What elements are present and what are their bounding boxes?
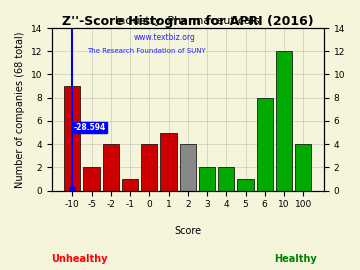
Text: The Research Foundation of SUNY: The Research Foundation of SUNY bbox=[87, 48, 206, 53]
Title: Z''-Score Histogram for APRI (2016): Z''-Score Histogram for APRI (2016) bbox=[62, 15, 314, 28]
Text: -28.594: -28.594 bbox=[74, 123, 106, 132]
Text: Unhealthy: Unhealthy bbox=[51, 254, 107, 264]
Bar bbox=[199, 167, 215, 191]
Bar bbox=[141, 144, 157, 191]
Bar bbox=[295, 144, 311, 191]
Y-axis label: Number of companies (68 total): Number of companies (68 total) bbox=[15, 31, 25, 188]
Bar bbox=[84, 167, 100, 191]
Bar bbox=[180, 144, 196, 191]
X-axis label: Score: Score bbox=[174, 226, 201, 236]
Bar bbox=[276, 51, 292, 191]
Text: Healthy: Healthy bbox=[274, 254, 316, 264]
Bar bbox=[64, 86, 81, 191]
Bar bbox=[122, 179, 138, 191]
Bar bbox=[257, 98, 273, 191]
Bar bbox=[218, 167, 234, 191]
Text: Industry: Pharmaceuticals: Industry: Pharmaceuticals bbox=[116, 16, 260, 26]
Bar bbox=[160, 133, 177, 191]
Text: www.textbiz.org: www.textbiz.org bbox=[133, 33, 195, 42]
Bar bbox=[103, 144, 119, 191]
Bar bbox=[237, 179, 254, 191]
